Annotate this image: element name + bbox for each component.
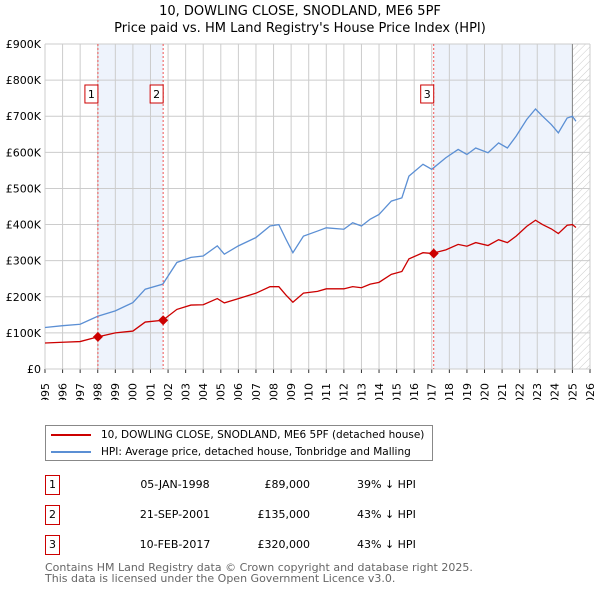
x-tick-label: 2006 (232, 383, 245, 400)
x-tick-label: 2002 (162, 383, 175, 400)
sale-marker: 3 (45, 535, 60, 555)
x-tick-label: 1999 (109, 383, 122, 400)
x-tick-label: 2013 (355, 383, 368, 400)
x-tick-label: 2004 (197, 383, 210, 400)
sale-price: £89,000 (264, 478, 311, 491)
x-tick-label: 2020 (478, 383, 491, 400)
footer-copyright: Contains HM Land Registry data © Crown c… (45, 561, 473, 574)
sale-row: 3 10-FEB-2017 £320,000 43% ↓ HPI (45, 535, 465, 555)
x-tick-label: 2018 (443, 383, 456, 400)
x-tick-label: 2021 (496, 383, 509, 400)
legend-swatch-blue (51, 451, 91, 453)
legend-item-property: 10, DOWLING CLOSE, SNODLAND, ME6 5PF (de… (51, 427, 424, 443)
legend-swatch-red (51, 434, 91, 436)
y-tick-label: £200K (6, 291, 42, 304)
legend-label: 10, DOWLING CLOSE, SNODLAND, ME6 5PF (de… (101, 429, 425, 441)
x-tick-label: 2025 (566, 383, 579, 400)
sale-marker: 1 (45, 475, 60, 495)
x-tick-label: 1995 (39, 383, 52, 400)
x-tick-label: 2009 (285, 383, 298, 400)
plot-area: 1995 1996 1997 1998 1999 2000 2001 2002 2003 2004… (6, 38, 597, 400)
property-line (44, 219, 577, 344)
x-tick-label: 2001 (144, 383, 157, 400)
x-tick-label: 2012 (338, 383, 351, 400)
x-tick-label: 2019 (461, 383, 474, 400)
sale-hpi: 39% ↓ HPI (357, 478, 416, 491)
sale-hpi: 43% ↓ HPI (357, 508, 416, 521)
forecast-hatch (572, 44, 590, 369)
legend-item-hpi: HPI: Average price, detached house, Tonb… (51, 444, 411, 460)
x-tick-label: 2015 (390, 383, 403, 400)
x-tick-label: 2014 (373, 383, 386, 400)
sale-hpi: 43% ↓ HPI (357, 538, 416, 551)
y-tick-label: £100K (6, 327, 42, 340)
sale-marker-box (420, 84, 435, 104)
sale-date: 21-SEP-2001 (139, 508, 211, 521)
sale-marker-box (149, 84, 164, 104)
x-tick-label: 2022 (514, 383, 527, 400)
sale-point (158, 315, 169, 326)
x-tick-label: 2011 (320, 383, 333, 400)
y-tick-label: £400K (6, 219, 42, 232)
legend: 10, DOWLING CLOSE, SNODLAND, ME6 5PF (de… (45, 425, 433, 461)
x-tick-label: 2008 (267, 383, 280, 400)
x-tick-label: 1996 (56, 383, 69, 400)
sale-marker-label: 3 (424, 88, 431, 101)
x-tick-label: 2000 (127, 383, 140, 400)
y-tick-label: £800K (6, 74, 42, 87)
sale-date: 10-FEB-2017 (139, 538, 211, 551)
sale-point (428, 248, 439, 259)
x-tick-label: 2023 (531, 383, 544, 400)
y-tick-label: £500K (6, 182, 42, 195)
sale-price: £320,000 (257, 538, 311, 551)
sale-marker-label: 2 (153, 88, 160, 101)
y-tick-label: £0 (27, 363, 41, 376)
x-tick-label: 1998 (92, 383, 105, 400)
footer-licence: This data is licensed under the Open Gov… (45, 572, 396, 585)
x-tick-label: 2017 (426, 383, 439, 400)
x-tick-label: 2016 (408, 383, 421, 400)
y-tick-label: £900K (6, 38, 42, 51)
x-tick-label: 2005 (215, 383, 228, 400)
sale-price: £135,000 (257, 508, 311, 521)
hpi-line (44, 108, 577, 329)
x-tick-label: 2026 (584, 383, 597, 400)
legend-label: HPI: Average price, detached house, Tonb… (101, 446, 411, 458)
sale-marker-box (84, 84, 99, 104)
sale-marker-label: 1 (88, 88, 95, 101)
y-tick-label: £600K (6, 146, 42, 159)
y-tick-label: £700K (6, 110, 42, 123)
sale-date: 05-JAN-1998 (140, 478, 210, 491)
sale-row: 2 21-SEP-2001 £135,000 43% ↓ HPI (45, 505, 465, 525)
x-tick-label: 2024 (549, 383, 562, 400)
chart-title: 10, DOWLING CLOSE, SNODLAND, ME6 5PF (159, 4, 441, 19)
y-tick-label: £300K (6, 255, 42, 268)
sale-marker: 2 (45, 505, 60, 525)
x-tick-label: 1997 (74, 383, 87, 400)
x-tick-label: 2007 (250, 383, 263, 400)
chart-subtitle: Price paid vs. HM Land Registry's House … (114, 21, 486, 36)
x-tick-label: 2003 (179, 383, 192, 400)
sale-point (92, 331, 103, 342)
sale-row: 1 05-JAN-1998 £89,000 39% ↓ HPI (45, 475, 465, 495)
x-tick-label: 2010 (303, 383, 316, 400)
shaded-period (433, 44, 573, 369)
